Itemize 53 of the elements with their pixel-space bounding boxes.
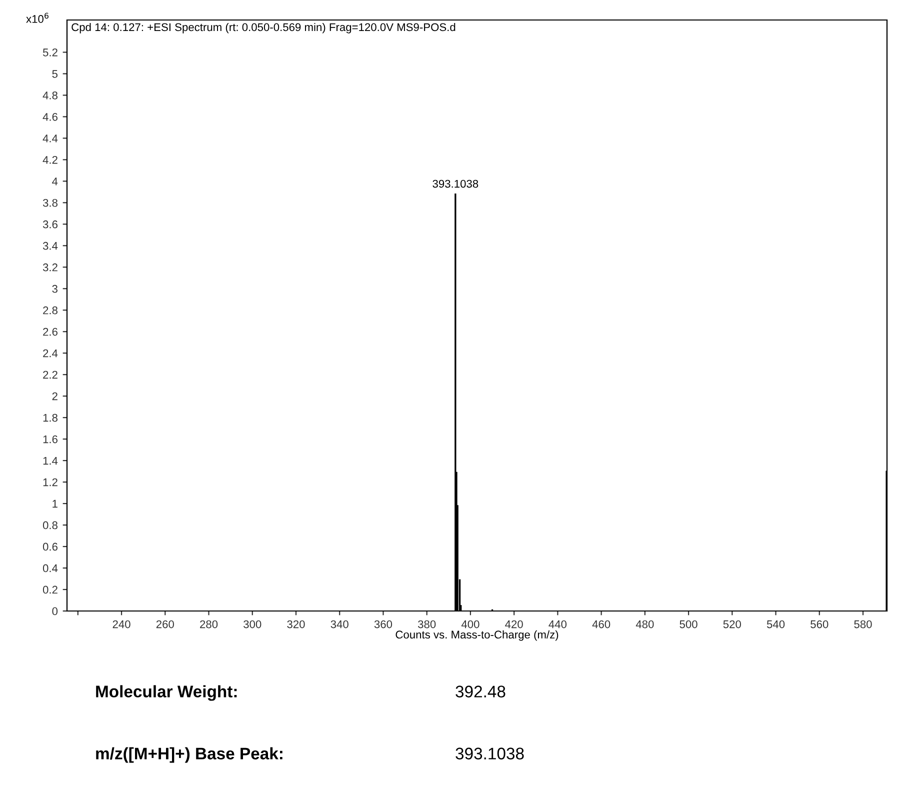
x-tick-label: 280 — [200, 620, 218, 628]
y-tick-label: 5 — [52, 70, 58, 78]
x-tick-label: 420 — [505, 620, 523, 628]
y-tick-label: 5.2 — [42, 48, 58, 56]
y-tick-label: 3.2 — [42, 263, 58, 272]
x-tick-label: 560 — [810, 620, 828, 628]
x-tick-label: 540 — [766, 620, 785, 628]
y-tick-label: 1.6 — [43, 435, 58, 444]
x-tick-label: 520 — [723, 620, 741, 628]
y-tick-label: 4.2 — [42, 156, 58, 164]
y-tick-label: 3.4 — [42, 242, 58, 250]
x-tick-label: 380 — [418, 620, 436, 628]
y-tick-label: 3 — [52, 284, 58, 293]
text: 392.48 — [456, 686, 506, 698]
y-tick-label: 4.6 — [42, 112, 58, 121]
text: 393.1038 — [456, 748, 524, 760]
y-tick-label: 4.4 — [42, 134, 58, 142]
y-tick-label: 3.8 — [42, 198, 58, 207]
y-tick-label: 0.4 — [42, 564, 58, 572]
x-tick-label: 480 — [636, 620, 654, 628]
x-tick-label: 360 — [374, 620, 392, 628]
x-tick-label: 580 — [854, 620, 872, 628]
y-tick-label: 0.6 — [42, 542, 58, 551]
x-tick-label: 440 — [548, 620, 567, 628]
y-tick-label: 2 — [52, 392, 58, 400]
y-tick-label: 2.6 — [43, 328, 58, 336]
y-tick-label: 1.2 — [43, 478, 58, 486]
x-tick-label: 260 — [156, 620, 174, 628]
x-tick-label: 320 — [287, 620, 305, 628]
x-tick-label: 500 — [680, 620, 698, 628]
y-tick-label: 3.6 — [42, 220, 58, 228]
text: Molecular Weight: — [96, 685, 237, 701]
y-tick-label: 4.8 — [42, 91, 58, 100]
x-tick-label: 240 — [112, 620, 130, 628]
y-tick-label: 4 — [52, 178, 58, 186]
y-tick-label: 0 — [52, 607, 58, 616]
y-tick-label: 2.2 — [43, 370, 58, 379]
x-axis-title: Counts vs. Mass-to-Charge (m/z) — [396, 630, 558, 641]
chart-title: Cpd 14: 0.127: +ESI Spectrum (rt: 0.050-0.569 min) Frag=120.0V MS9-POS.d — [72, 22, 456, 34]
y-tick-label: 2.4 — [43, 349, 58, 358]
y-tick-label: 1.4 — [43, 456, 58, 465]
x-tick-label: 460 — [592, 620, 610, 628]
text: m/z([M+H]+) Base Peak: — [96, 747, 282, 763]
annotation: 393.1038 — [432, 180, 478, 188]
x-tick-label: 400 — [461, 620, 480, 628]
x-tick-label: 300 — [244, 620, 262, 628]
y-tick-label: 0.8 — [42, 521, 58, 530]
y-tick-label: 1.8 — [43, 414, 58, 422]
y-tick-label: 0.2 — [42, 586, 58, 594]
y-tick-label: 2.8 — [43, 306, 58, 314]
y-axis-title: x10$^{6}$ — [26, 12, 48, 23]
y-tick-label: 1 — [52, 500, 58, 508]
x-tick-label: 340 — [330, 620, 348, 628]
